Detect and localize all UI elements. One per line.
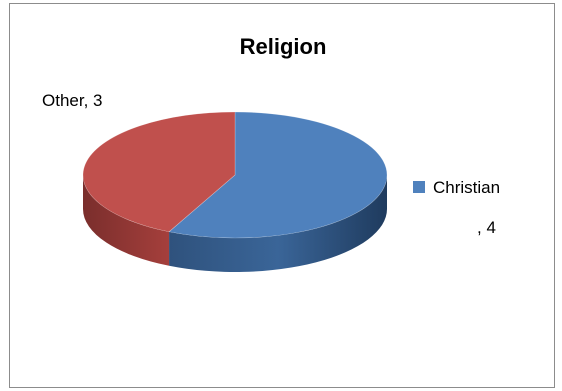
legend-label-christian: Christian [433, 178, 500, 197]
pie-slice-other [82, 111, 236, 233]
data-label-other: Other, 3 [42, 91, 102, 110]
chart-title: Religion [239, 34, 327, 59]
legend: Christian , 4 [413, 178, 500, 237]
pie-side-christian [169, 175, 387, 272]
pie-chart: Other, 3 Christian , 4 [42, 91, 500, 272]
pie-slice-christian [168, 111, 388, 239]
chart-area: Religion Other, 3 Christian , 4 [9, 3, 555, 388]
legend-label-christian-value: , 4 [477, 218, 496, 237]
legend-swatch-christian [413, 181, 425, 193]
pie-side-other [83, 175, 170, 266]
